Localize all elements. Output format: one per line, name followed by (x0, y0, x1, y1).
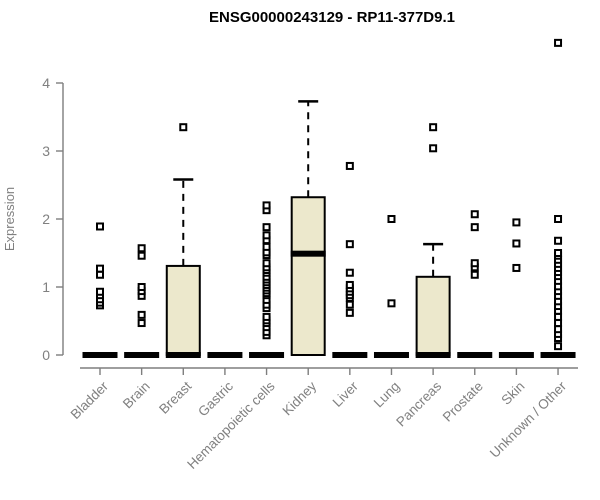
x-tick-label-prostate: Prostate (440, 379, 486, 425)
box (165, 264, 201, 357)
box (415, 275, 451, 356)
flat-box-at-zero (373, 352, 409, 358)
outlier-point (470, 223, 479, 232)
outlier-point (470, 210, 479, 219)
outlier-point (262, 223, 271, 232)
boxplot-prostate (457, 210, 493, 358)
flat-box-at-zero (207, 352, 243, 358)
outlier-point (96, 264, 104, 273)
y-axis-label: Expression (2, 187, 17, 251)
boxplot-gastric (207, 352, 243, 358)
outlier-point (512, 239, 521, 248)
flat-box-at-zero (124, 352, 160, 358)
outlier-point (470, 270, 479, 279)
outlier-point (137, 283, 146, 291)
outlier-point (96, 287, 104, 296)
outlier-point (470, 259, 479, 268)
outlier-point (96, 270, 104, 279)
boxplot-skin (498, 218, 534, 358)
outlier-point (387, 215, 396, 223)
outlier-point (262, 242, 271, 251)
outlier-point (554, 215, 563, 223)
x-tick-label-brain: Brain (120, 379, 153, 412)
x-tick-label-pancreas: Pancreas (393, 378, 444, 429)
boxplot-pancreas (415, 123, 451, 358)
y-tick-label: 1 (42, 279, 50, 295)
outlier-point (262, 312, 271, 321)
outlier-point (345, 280, 354, 289)
outlier-point (137, 244, 146, 253)
boxplot-unknown-other (540, 38, 576, 358)
boxplot-bladder (82, 222, 118, 358)
boxplot-kidney (290, 100, 326, 356)
outlier-point (262, 231, 271, 240)
outlier-point (429, 123, 438, 132)
x-tick-label-skin: Skin (498, 379, 527, 408)
boxplot-series (82, 38, 576, 358)
boxplot-lung (373, 215, 409, 358)
outlier-point (345, 240, 354, 249)
outlier-point (345, 161, 354, 170)
boxplot-breast (165, 123, 201, 358)
outlier-point (345, 300, 354, 309)
outlier-point (137, 310, 146, 319)
x-tick-label-liver: Liver (330, 378, 362, 410)
outlier-point (262, 259, 271, 268)
outlier-point (345, 308, 354, 317)
outlier-point (554, 342, 563, 351)
x-tick-label-gastric: Gastric (195, 378, 236, 419)
outlier-point (429, 144, 438, 153)
outlier-point (512, 218, 521, 227)
median-line (415, 352, 451, 358)
flat-box-at-zero (457, 352, 493, 358)
median-line (165, 352, 201, 358)
outlier-point (554, 319, 563, 328)
flat-box-at-zero (498, 352, 534, 358)
x-tick-label-lung: Lung (371, 379, 403, 411)
outlier-point (554, 249, 563, 257)
outlier-point (345, 268, 354, 277)
outlier-point (179, 123, 188, 132)
outlier-point (554, 325, 563, 334)
outlier-point (512, 263, 521, 272)
x-tick-label-kidney: Kidney (280, 378, 320, 418)
median-line (290, 250, 326, 257)
boxplot-hematopoietic-cells (249, 201, 285, 358)
outlier-point (262, 201, 271, 210)
flat-box-at-zero (332, 352, 368, 358)
chart-title: ENSG00000243129 - RP11-377D9.1 (209, 9, 455, 26)
y-tick-label: 4 (42, 75, 50, 91)
outlier-point (387, 299, 396, 308)
flat-box-at-zero (249, 352, 285, 358)
box (290, 196, 326, 356)
flat-box-at-zero (82, 352, 118, 358)
x-tick-label-bladder: Bladder (68, 378, 112, 422)
y-tick-label: 3 (42, 143, 50, 159)
outlier-point (554, 38, 563, 47)
y-tick-label: 0 (42, 347, 50, 363)
outlier-point (137, 319, 146, 328)
outlier-point (554, 312, 563, 321)
outlier-point (554, 236, 563, 245)
y-tick-label: 2 (42, 211, 50, 227)
boxplot-brain (124, 244, 160, 358)
x-tick-label-breast: Breast (156, 378, 194, 416)
x-tick-label-unknown-other: Unknown / Other (487, 378, 570, 461)
flat-box-at-zero (540, 352, 576, 358)
boxplot-liver (332, 161, 368, 358)
outlier-point (137, 251, 146, 260)
outlier-point (96, 222, 104, 231)
